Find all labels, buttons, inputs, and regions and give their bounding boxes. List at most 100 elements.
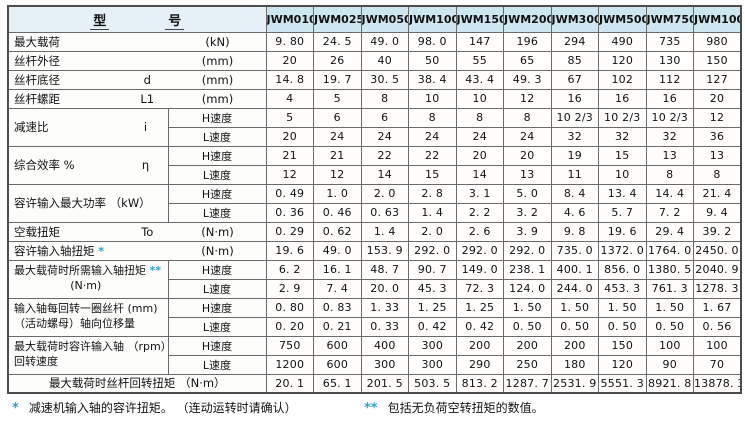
value-cell: 32 (645, 126, 694, 147)
h-speed-label: H速度 (167, 183, 267, 204)
value-cell: 13. 4 (598, 183, 647, 204)
value-cell: 856. 0 (598, 259, 647, 280)
value-cell: 85 (550, 50, 599, 71)
value-cell: 8 (693, 164, 742, 185)
value-cell: 3. 1 (455, 183, 504, 204)
l-speed-label: L速度 (167, 126, 267, 147)
value-cell: 0. 80 (265, 297, 314, 318)
value-cell: 0. 49 (265, 183, 314, 204)
value-cell: 29. 4 (645, 221, 694, 242)
value-cell: 6. 2 (265, 259, 314, 280)
model-header: JWM200 (503, 5, 552, 33)
value-cell: 490 (598, 31, 647, 52)
table-row: L速度 12 12 14 15 14 13 11 10 8 8 (8, 164, 742, 185)
value-cell: 149. 0 (455, 259, 504, 280)
value-cell: 200 (455, 335, 504, 356)
value-cell: 8 (360, 88, 409, 109)
value-cell: 0. 29 (265, 221, 314, 242)
value-cell: 2. 6 (455, 221, 504, 242)
value-cell: 21. 4 (693, 183, 742, 204)
value-cell: 13 (645, 145, 694, 166)
value-cell: 3. 2 (503, 202, 552, 223)
value-cell: 1278. 3 (693, 278, 742, 299)
value-cell: 11 (550, 164, 599, 185)
value-cell: 6 (360, 107, 409, 128)
value-cell: 1. 50 (645, 297, 694, 318)
value-cell: 1200 (265, 354, 314, 375)
value-cell: 1. 50 (598, 297, 647, 318)
value-cell: 8 (408, 107, 457, 128)
value-cell: 4 (265, 88, 314, 109)
row-label-rpm: 最大载荷时容许输入轴 （rpm） 回转速度 (7, 335, 169, 375)
value-cell: 120 (598, 354, 647, 375)
table-row: 综合效率 % η H速度 21 21 22 22 20 20 19 15 13 13 (7, 145, 742, 185)
value-cell: 10 2/3 (550, 107, 599, 128)
value-cell: 813. 2 (455, 373, 504, 394)
l-speed-label: L速度 (167, 202, 267, 223)
table-row: 丝杆螺距 L1 (mm) 4 5 8 10 10 12 16 16 16 20 (7, 88, 742, 109)
value-cell: 90. 7 (408, 259, 457, 280)
value-cell: 24 (455, 126, 504, 147)
value-cell: 1. 4 (360, 221, 409, 242)
value-cell: 20 (265, 126, 314, 147)
value-cell: 600 (313, 354, 362, 375)
value-cell: 1. 4 (408, 202, 457, 223)
row-label-perm-input-torque: 容许输入轴扭矩 * (N·m) (7, 240, 267, 261)
table-row: 最大载荷 (kN) 9. 80 24. 5 49. 0 98. 0 147 196 294 49… (7, 31, 742, 52)
value-cell: 19 (550, 145, 599, 166)
value-cell: 1. 25 (408, 297, 457, 318)
value-cell: 292. 0 (408, 240, 457, 261)
value-cell: 300 (408, 354, 457, 375)
value-cell: 14 (360, 164, 409, 185)
value-cell: 98. 0 (408, 31, 457, 52)
value-cell: 12 (265, 164, 314, 185)
value-cell: 300 (360, 354, 409, 375)
l-speed-label: L速度 (167, 278, 267, 299)
row-label-screw-torque: 最大载荷时丝杆回转扭矩 （N·m） (7, 373, 267, 394)
value-cell: 9. 80 (265, 31, 314, 52)
value-cell: 2. 8 (408, 183, 457, 204)
value-cell: 10 (598, 164, 647, 185)
model-label-char: 号 (165, 13, 185, 30)
table-row: 输入轴每回转一圈丝杆 (mm) （活动螺母）轴向位移量 H速度 0. 80 0. … (7, 297, 742, 337)
footnotes: * 减速机输入轴的容许扭矩。 （连动运转时请确认） ** 包括无负荷空转扭矩的数值。 (12, 401, 745, 417)
value-cell: 24 (313, 126, 362, 147)
value-cell: 0. 50 (598, 316, 647, 337)
value-cell: 10 (408, 88, 457, 109)
value-cell: 12 (503, 88, 552, 109)
value-cell: 19. 6 (598, 221, 647, 242)
value-cell: 55 (455, 50, 504, 71)
value-cell: 147 (455, 31, 504, 52)
value-cell: 1. 33 (360, 297, 409, 318)
table-row: 丝杆外径 (mm) 20 26 40 50 55 65 85 120 130 150 (7, 50, 742, 71)
value-cell: 16 (550, 88, 599, 109)
value-cell: 8 (455, 107, 504, 128)
model-header: JWM100 (408, 5, 457, 33)
value-cell: 750 (265, 335, 314, 356)
value-cell: 20 (265, 50, 314, 71)
value-cell: 0. 42 (408, 316, 457, 337)
value-cell: 0. 63 (360, 202, 409, 223)
double-asterisk-mark: ** (364, 401, 378, 416)
value-cell: 735 (645, 31, 694, 52)
value-cell: 1. 50 (503, 297, 552, 318)
value-cell: 24 (503, 126, 552, 147)
value-cell: 40 (360, 50, 409, 71)
value-cell: 50 (408, 50, 457, 71)
model-header: JWM150 (455, 5, 504, 33)
value-cell: 8 (503, 107, 552, 128)
model-label-char: 型 (90, 13, 110, 30)
value-cell: 20. 0 (360, 278, 409, 299)
table-row: 减速比 i H速度 5 6 6 8 8 8 10 2/3 10 2/3 10 2/3 12 (7, 107, 742, 147)
value-cell: 20 (693, 88, 742, 109)
value-cell: 67 (550, 69, 599, 90)
row-label-ratio: 减速比 i (7, 107, 169, 147)
row-label-no-load-torque: 空载扭矩 To (N·m) (7, 221, 267, 242)
value-cell: 150 (598, 335, 647, 356)
value-cell: 0. 62 (313, 221, 362, 242)
l-speed-label: L速度 (167, 316, 267, 337)
value-cell: 65 (503, 50, 552, 71)
l-speed-label: L速度 (167, 164, 267, 185)
value-cell: 13 (693, 145, 742, 166)
